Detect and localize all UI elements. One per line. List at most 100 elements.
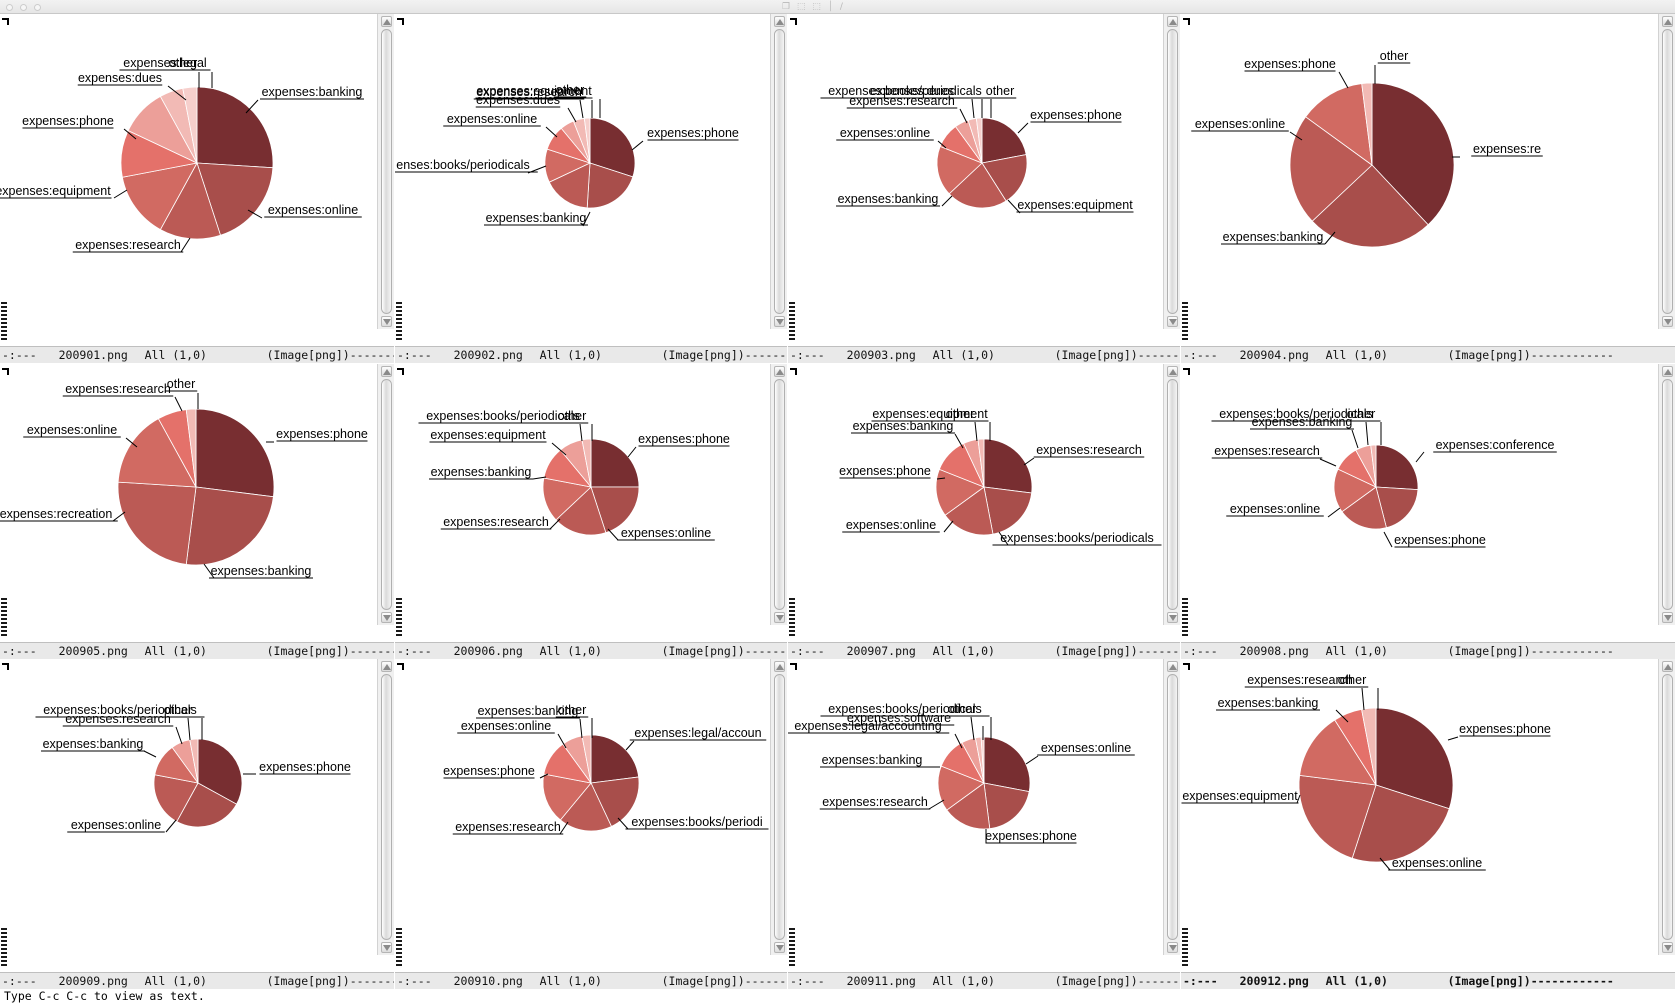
vertical-scrollbar[interactable]: [1163, 14, 1180, 329]
pie-chart: other expenses:phone expenses:online expens…: [1191, 49, 1543, 248]
scrollbar-thumb[interactable]: [1167, 674, 1178, 940]
image-buffer[interactable]: other expenses:phone expenses:online expens…: [1181, 14, 1675, 346]
emacs-window-200911[interactable]: expenses:books/periodicals expenses:softw…: [788, 659, 1180, 989]
image-buffer[interactable]: expenses:books/periodicals other expenses:…: [395, 364, 787, 642]
scroll-up-arrow-icon[interactable]: [1662, 16, 1673, 27]
mode-line[interactable]: -:--- 200911.png All (1,0) (Image[png])----…: [788, 972, 1180, 989]
scroll-up-arrow-icon[interactable]: [1662, 661, 1673, 672]
scroll-up-arrow-icon[interactable]: [1167, 366, 1178, 377]
mode-line[interactable]: -:--- 200904.png All (1,0) (Image[png])----…: [1181, 346, 1675, 363]
scroll-up-arrow-icon[interactable]: [1167, 16, 1178, 27]
scrollbar-thumb[interactable]: [1167, 379, 1178, 610]
vertical-scrollbar[interactable]: [770, 659, 787, 955]
scroll-down-arrow-icon[interactable]: [1167, 316, 1178, 327]
scroll-down-arrow-icon[interactable]: [774, 612, 785, 623]
vertical-scrollbar[interactable]: [377, 659, 394, 955]
image-buffer[interactable]: expenses:books/periodicals other expenses:…: [0, 659, 394, 972]
scroll-down-arrow-icon[interactable]: [1167, 942, 1178, 953]
scroll-down-arrow-icon[interactable]: [774, 942, 785, 953]
image-buffer[interactable]: expenses:equipment other expenses:banking e…: [788, 364, 1180, 642]
slice-label: expenses:research: [1247, 673, 1353, 687]
slice-label: other: [167, 377, 196, 391]
image-buffer[interactable]: expenses:legal other expenses:dues expenses…: [0, 14, 394, 346]
scroll-down-arrow-icon[interactable]: [1662, 316, 1673, 327]
vertical-scrollbar[interactable]: [377, 14, 394, 329]
scroll-down-arrow-icon[interactable]: [1662, 942, 1673, 953]
vertical-scrollbar[interactable]: [1658, 14, 1675, 329]
vertical-scrollbar[interactable]: [1658, 364, 1675, 625]
scroll-up-arrow-icon[interactable]: [381, 661, 392, 672]
image-buffer[interactable]: other expenses:research expenses:online exp…: [0, 364, 394, 642]
scroll-up-arrow-icon[interactable]: [774, 366, 785, 377]
vertical-scrollbar[interactable]: [1163, 364, 1180, 625]
emacs-window-200909[interactable]: expenses:books/periodicals other expenses:…: [0, 659, 394, 989]
scroll-down-arrow-icon[interactable]: [1167, 612, 1178, 623]
mode-line[interactable]: -:--- 200906.png All (1,0) (Image[png])----…: [395, 642, 787, 659]
scroll-up-arrow-icon[interactable]: [774, 661, 785, 672]
scroll-down-arrow-icon[interactable]: [1662, 612, 1673, 623]
mode-line-buffer-name: 200906.png: [453, 644, 523, 658]
mode-line[interactable]: -:--- 200905.png All (1,0) (Image[png])----…: [0, 642, 394, 659]
scroll-up-arrow-icon[interactable]: [1167, 661, 1178, 672]
scrollbar-thumb[interactable]: [774, 674, 785, 940]
scrollbar-thumb[interactable]: [381, 674, 392, 940]
emacs-window-200907[interactable]: expenses:equipment other expenses:banking e…: [788, 364, 1180, 659]
emacs-window-200901[interactable]: expenses:legal other expenses:dues expenses…: [0, 14, 394, 363]
mode-line[interactable]: -:--- 200901.png All (1,0) (Image[png])----…: [0, 346, 394, 363]
image-buffer[interactable]: expenses:research other expenses:banking ex…: [1181, 659, 1675, 972]
pie-slice: [944, 486, 994, 536]
emacs-window-200904[interactable]: other expenses:phone expenses:online expens…: [1181, 14, 1675, 363]
vertical-scrollbar[interactable]: [1658, 659, 1675, 955]
pie-slice: [981, 154, 1028, 202]
emacs-window-200908[interactable]: expenses:books/periodicals other expenses:…: [1181, 364, 1675, 659]
scroll-up-arrow-icon[interactable]: [381, 16, 392, 27]
emacs-window-200903[interactable]: expenses:books/periodicals expenses:dues o…: [788, 14, 1180, 363]
mode-line[interactable]: -:--- 200910.png All (1,0) (Image[png])----…: [395, 972, 787, 989]
emacs-window-200912[interactable]: expenses:research other expenses:banking ex…: [1181, 659, 1675, 989]
buffer-start-marker-icon: [790, 18, 797, 25]
scroll-up-arrow-icon[interactable]: [1662, 366, 1673, 377]
mode-line[interactable]: -:--- 200903.png All (1,0) (Image[png])----…: [788, 346, 1180, 363]
image-buffer[interactable]: expenses:books/periodicals expenses:dues o…: [788, 14, 1180, 346]
mode-line[interactable]: -:--- 200907.png All (1,0) (Image[png])----…: [788, 642, 1180, 659]
scroll-down-arrow-icon[interactable]: [774, 316, 785, 327]
scrollbar-thumb[interactable]: [1662, 674, 1673, 940]
scrollbar-thumb[interactable]: [381, 29, 392, 314]
scrollbar-thumb[interactable]: [1662, 379, 1673, 610]
pie-slice: [589, 117, 636, 178]
image-buffer[interactable]: expenses:books/periodicals expenses:softw…: [788, 659, 1180, 972]
new-file-icon[interactable]: [6, 4, 13, 11]
emacs-window-200910[interactable]: expenses:banking other expenses:online expe…: [395, 659, 787, 989]
emacs-window-200905[interactable]: other expenses:research expenses:online exp…: [0, 364, 394, 659]
scrollbar-thumb[interactable]: [774, 379, 785, 610]
vertical-scrollbar[interactable]: [770, 14, 787, 329]
slice-label: expenses:online: [1195, 117, 1285, 131]
save-file-icon[interactable]: [34, 4, 41, 11]
scrollbar-thumb[interactable]: [774, 29, 785, 314]
label-leader-line: [551, 442, 567, 456]
image-buffer[interactable]: expenses:research expenses:equipment other…: [395, 14, 787, 346]
scrollbar-thumb[interactable]: [1167, 29, 1178, 314]
mode-line[interactable]: -:--- 200902.png All (1,0) (Image[png])----…: [395, 346, 787, 363]
mode-line[interactable]: -:--- 200909.png All (1,0) (Image[png])----…: [0, 972, 394, 989]
scroll-down-arrow-icon[interactable]: [381, 942, 392, 953]
left-fringe: [788, 14, 797, 346]
emacs-window-200906[interactable]: expenses:books/periodicals other expenses:…: [395, 364, 787, 659]
vertical-scrollbar[interactable]: [377, 364, 394, 625]
mode-line[interactable]: -:--- 200912.png All (1,0) (Image[png])----…: [1181, 972, 1675, 989]
image-buffer[interactable]: expenses:books/periodicals other expenses:…: [1181, 364, 1675, 642]
image-buffer[interactable]: expenses:banking other expenses:online expe…: [395, 659, 787, 972]
vertical-scrollbar[interactable]: [1163, 659, 1180, 955]
scrollbar-thumb[interactable]: [381, 379, 392, 610]
scroll-down-arrow-icon[interactable]: [381, 316, 392, 327]
pie-slice: [117, 481, 197, 565]
open-file-icon[interactable]: [20, 4, 27, 11]
mode-line[interactable]: -:--- 200908.png All (1,0) (Image[png])----…: [1181, 642, 1675, 659]
vertical-scrollbar[interactable]: [770, 364, 787, 625]
scroll-down-arrow-icon[interactable]: [381, 612, 392, 623]
scroll-up-arrow-icon[interactable]: [381, 366, 392, 377]
emacs-window-200902[interactable]: expenses:research expenses:equipment other…: [395, 14, 787, 363]
scrollbar-thumb[interactable]: [1662, 29, 1673, 314]
scroll-up-arrow-icon[interactable]: [774, 16, 785, 27]
mode-line-position: All (1,0): [1325, 974, 1388, 988]
